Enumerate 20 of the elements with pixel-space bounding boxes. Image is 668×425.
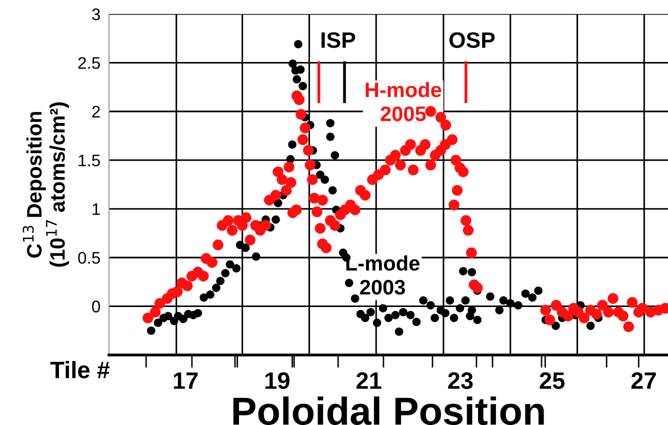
y-tick-label: 1.5 xyxy=(78,154,100,166)
annotation: OSP xyxy=(449,32,495,48)
x-tick-label: 25 xyxy=(540,372,565,390)
x-tick-label: 17 xyxy=(174,372,198,389)
x-axis-title: Poloidal Position xyxy=(233,396,544,425)
y-tick-label: 0 xyxy=(92,300,100,312)
y-axis-title: C$^{13}$ Deposition (10$^{17}$ atoms/cm²) xyxy=(22,102,69,267)
x-tick-label: 19 xyxy=(266,372,290,390)
y-tick-label: 2 xyxy=(92,106,100,118)
x-tick-label: 23 xyxy=(448,372,473,390)
series-label: L-mode 2003 xyxy=(346,255,420,295)
y-tick-label: 2.5 xyxy=(78,57,100,69)
x-tick-label: 21 xyxy=(356,372,382,389)
y-tick-label: 1 xyxy=(92,203,100,215)
x-tick-label: 27 xyxy=(631,372,656,389)
y-tick-label: 3 xyxy=(92,8,100,20)
series-label: H-mode 2005 xyxy=(366,82,442,122)
annotation: ISP xyxy=(322,32,356,48)
text: Tile # xyxy=(50,360,110,378)
y-tick-label: 0.5 xyxy=(78,252,100,264)
